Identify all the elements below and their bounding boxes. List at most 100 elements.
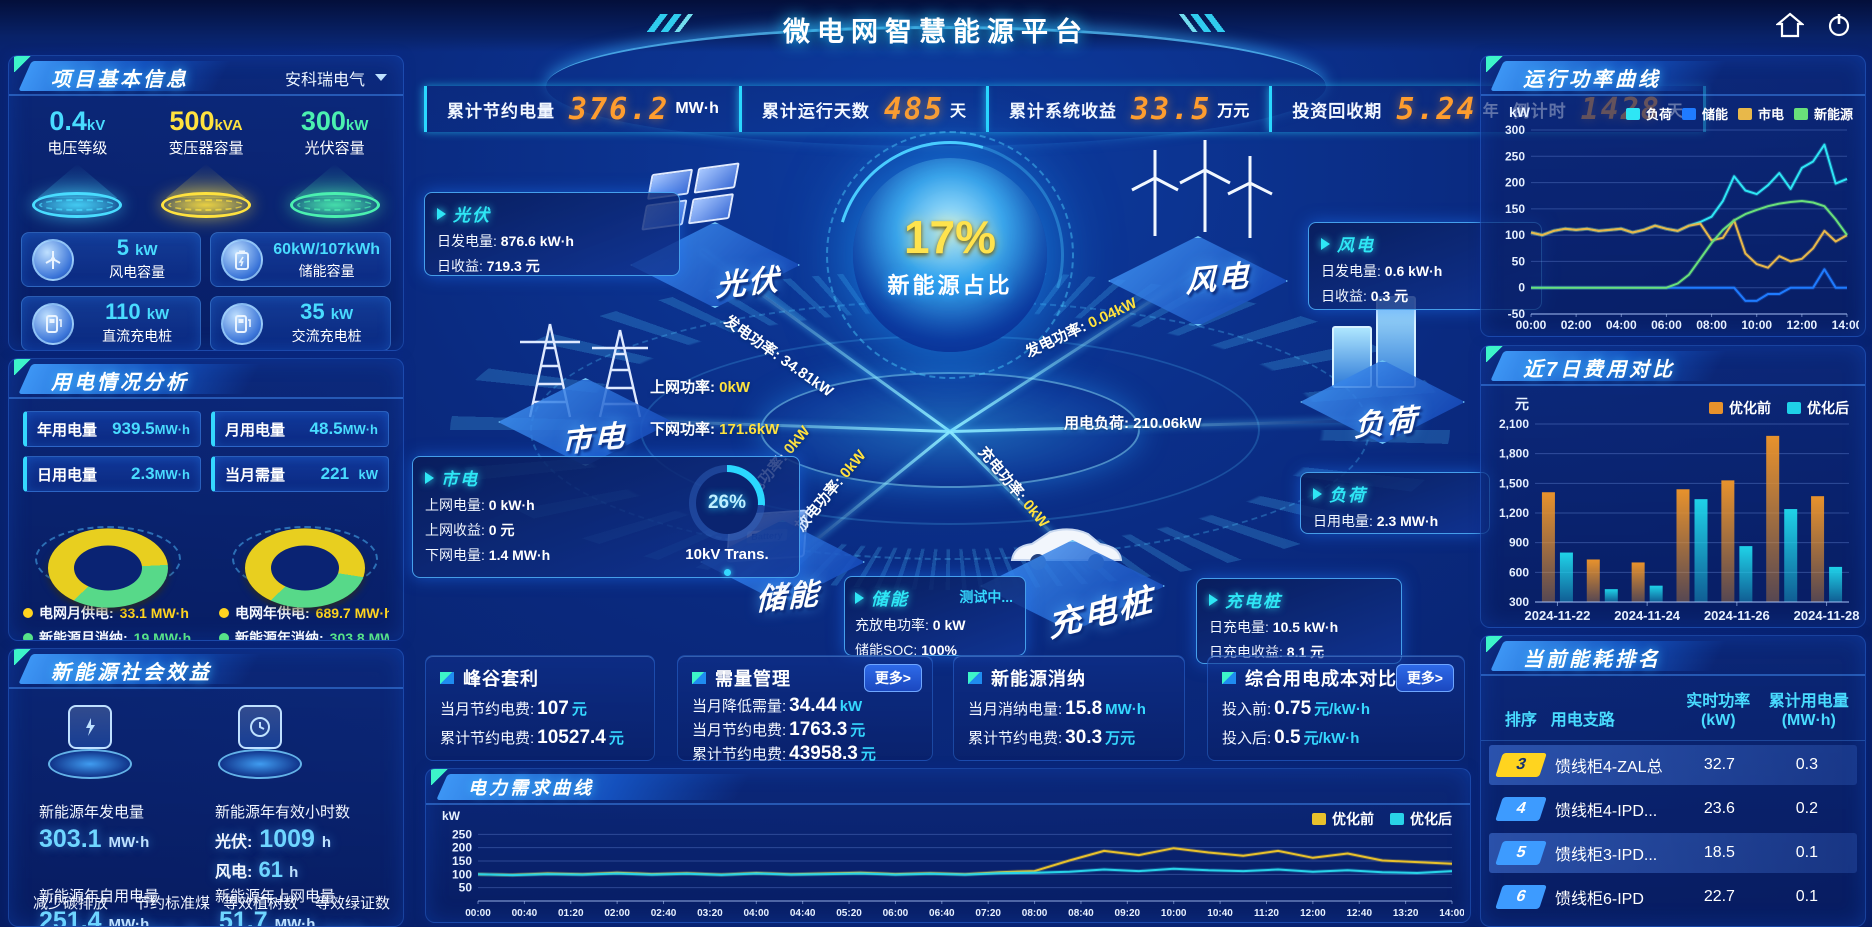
- panel-title: 电力需求曲线: [468, 778, 594, 798]
- table-row[interactable]: 4 馈线柜4-IPD... 23.6 0.2: [1489, 789, 1857, 829]
- power-y-unit: kW: [1509, 104, 1530, 120]
- svg-text:50: 50: [459, 881, 473, 895]
- wind-hours: 风电: 61 h: [215, 857, 299, 882]
- lightning-decoration-icon: [644, 14, 716, 32]
- glow-ring-icon: [289, 192, 380, 218]
- svg-text:11:20: 11:20: [1254, 908, 1279, 919]
- legend-grid-year: 电网年供电:689.7 MW·h (69%): [219, 603, 389, 623]
- sphere-dashed-ring: [826, 131, 1074, 379]
- chevron-right-icon: [1209, 593, 1218, 606]
- realtime-power: 18.5: [1703, 844, 1735, 861]
- storage-status-badge: 测试中...: [959, 589, 1013, 605]
- coal-label: 节约标准煤: [135, 895, 211, 912]
- panel-project-info: 项目基本信息 安科瑞电气 0.4kV 电压等级 500kVA 变压器容量 300…: [8, 55, 404, 351]
- kpi-bar: 累计节约电量 376.2 MW·h 累计运行天数 485 天 累计系统收益 33…: [424, 86, 1706, 132]
- building-icon: [1332, 292, 1416, 388]
- svg-text:00:00: 00:00: [465, 908, 491, 919]
- chevron-down-icon[interactable]: [375, 74, 387, 81]
- pv-hours: 光伏: 1009 h: [215, 825, 332, 853]
- stat-wind-capacity: 5 kW 风电容量: [21, 232, 202, 287]
- table-row[interactable]: 3 馈线柜4-ZAL总 32.7 0.3: [1489, 745, 1857, 785]
- total-energy: 0.3: [1795, 756, 1818, 773]
- flow-storage-discharge: 放电功率: 0kW: [792, 447, 870, 535]
- stat-dc-charger: 110 kW 直流充电桩: [21, 296, 202, 350]
- svg-text:02:00: 02:00: [604, 908, 630, 919]
- card-corner-icon: [968, 672, 982, 684]
- table-row[interactable]: 5 馈线柜3-IPD... 18.5 0.1: [1489, 833, 1857, 873]
- realtime-power: 23.6: [1703, 800, 1735, 817]
- svg-text:10:00: 10:00: [1161, 908, 1187, 919]
- svg-text:05:20: 05:20: [836, 908, 862, 919]
- card-corner-icon: [692, 672, 706, 684]
- panel-title: 新能源社会效益: [51, 662, 212, 684]
- kpi-running-days: 累计运行天数 485 天: [738, 86, 986, 132]
- chevron-right-icon: [855, 591, 864, 604]
- legend-renew-month: 新能源月消纳:19 MW·h (36%): [23, 628, 193, 640]
- carousel-dot[interactable]: [723, 569, 731, 576]
- svg-text:10:40: 10:40: [1207, 908, 1233, 919]
- company-select[interactable]: 安科瑞电气: [284, 72, 365, 89]
- svg-text:2024-11-28: 2024-11-28: [1794, 608, 1859, 623]
- card-corner-icon: [440, 672, 454, 684]
- panel-cost-compare: 近7日费用对比 元 优化前 优化后 2,100 1,800 1,500 1,200 900…: [1480, 345, 1866, 628]
- svg-text:08:40: 08:40: [1068, 908, 1094, 919]
- lightning-panel-icon: [68, 705, 112, 749]
- cert-value: 303张: [321, 922, 378, 926]
- flow-import-power: 下网功率: 171.6kW: [650, 421, 780, 438]
- stat-storage-capacity: 60kW/107kWh 储能容量: [210, 232, 391, 287]
- panel-demand-curve: 电力需求曲线 kW 优化前 优化后 250 200 150 100 50 00:00 00:4…: [425, 768, 1471, 923]
- transformer-gauge: 26% 10kV Trans.: [667, 465, 787, 576]
- load-info-card: 负荷 日用电量: 2.3 MW·h: [1300, 472, 1490, 534]
- cost-more-button[interactable]: 更多>: [1395, 664, 1454, 692]
- storage-info-card: 储能 测试中... 充放电功率: 0 kW 储能SOC: 100%: [844, 576, 1026, 658]
- export-label: 新能源年上网电量: [215, 888, 336, 905]
- grid-info-card: 市电 上网电量: 0 kW·h 上网收益: 0 元 下网电量: 1.4 MW·h…: [412, 456, 800, 578]
- svg-text:06:40: 06:40: [929, 908, 955, 919]
- card-demand-mgmt: 需量管理 更多> 当月降低需量: 34.44 kW 当月节约电费: 1763.3 元 累…: [677, 655, 933, 764]
- chip-month-usage: 月用电量 48.5MW·h: [211, 411, 389, 447]
- realtime-power: 22.7: [1703, 888, 1735, 905]
- donut-year-chart: [230, 504, 380, 608]
- svg-text:250: 250: [1505, 149, 1525, 163]
- glow-ring-icon: [160, 192, 251, 218]
- chevron-right-icon: [425, 471, 434, 484]
- svg-text:100: 100: [452, 867, 472, 881]
- wind-turbine-icon: [32, 238, 74, 281]
- chip-year-usage: 年用电量 939.5MW·h: [23, 411, 201, 447]
- pedestal-transformer: 500kVA 变压器容量: [145, 106, 267, 224]
- total-energy: 0.1: [1795, 888, 1818, 905]
- legend-item: 储能: [1681, 104, 1728, 123]
- panel-title: 运行功率曲线: [1523, 69, 1661, 91]
- flow-load-power: 用电负荷: 210.06kW: [1064, 415, 1202, 432]
- svg-text:00:00: 00:00: [1516, 318, 1547, 332]
- legend-grid-month: 电网月供电:33.1 MW·h (64%): [23, 603, 193, 623]
- svg-text:06:00: 06:00: [1651, 318, 1682, 332]
- demand-y-unit: kW: [442, 809, 460, 823]
- power-icon[interactable]: [1826, 12, 1852, 38]
- svg-text:-50: -50: [1508, 307, 1526, 321]
- panel-title: 项目基本信息: [51, 69, 189, 91]
- battery-icon: [221, 238, 264, 281]
- svg-text:08:00: 08:00: [1696, 318, 1727, 332]
- realtime-power: 32.7: [1703, 756, 1735, 773]
- legend-item: 优化后: [1390, 809, 1452, 829]
- svg-text:08:00: 08:00: [1022, 908, 1048, 919]
- total-energy: 0.2: [1795, 800, 1818, 817]
- branch-name: 馈线柜4-ZAL总: [1555, 759, 1663, 776]
- self-use-value: 251.4 MW·h: [39, 907, 150, 927]
- panel-title: 用电情况分析: [51, 372, 189, 394]
- table-row[interactable]: 6 馈线柜6-IPD 22.7 0.1: [1489, 877, 1857, 917]
- legend-renew-year: 新能源年消纳:303.8 MW·h (31%): [219, 628, 389, 640]
- panel-title: 当前能耗排名: [1523, 649, 1661, 671]
- svg-text:1,500: 1,500: [1499, 476, 1529, 490]
- node-pv-label: 光伏: [715, 263, 781, 304]
- chevron-right-icon: [1313, 487, 1322, 500]
- svg-text:250: 250: [452, 827, 472, 841]
- home-icon[interactable]: [1776, 12, 1804, 38]
- rank-badge: 6: [1495, 885, 1547, 909]
- svg-text:600: 600: [1509, 565, 1529, 579]
- svg-text:09:20: 09:20: [1115, 908, 1141, 919]
- demand-more-button[interactable]: 更多>: [863, 664, 922, 692]
